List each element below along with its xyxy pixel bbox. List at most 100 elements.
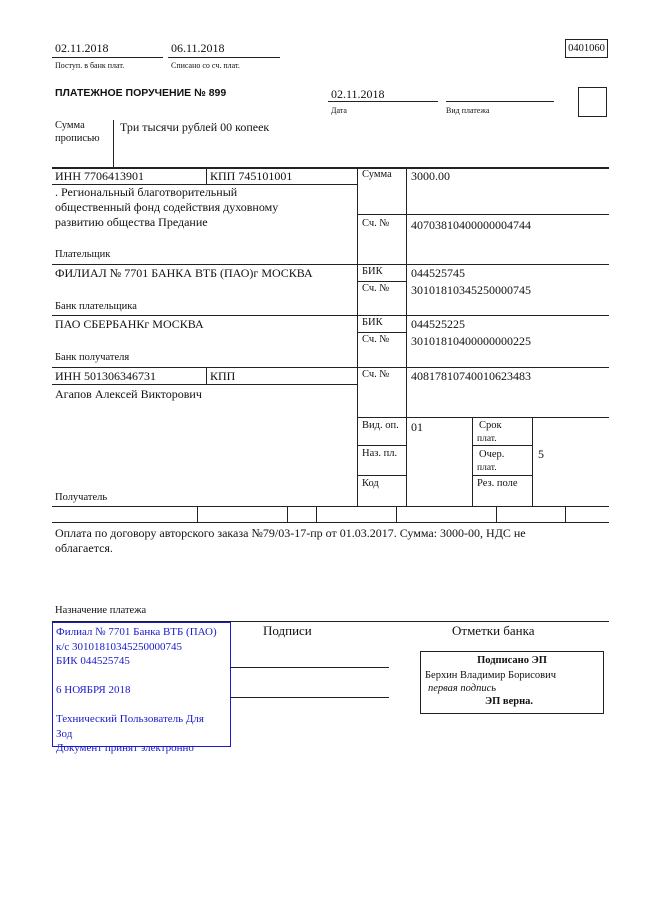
payer-bank-account-label: Сч. № <box>362 283 390 294</box>
bank-stamp: Филиал № 7701 Банка ВТБ (ПАО) к/с 301018… <box>52 622 231 754</box>
divider <box>357 214 609 215</box>
term-label-2: плат. <box>477 434 497 444</box>
divider <box>406 167 407 506</box>
divider <box>472 417 473 506</box>
amount-value: 3000.00 <box>411 169 450 183</box>
payee-kpp: КПП <box>210 369 236 383</box>
divider <box>357 367 609 368</box>
payee-account: 40817810740010623483 <box>411 369 531 383</box>
order-date: 02.11.2018 <box>331 87 385 101</box>
term-label: Срок <box>479 420 502 431</box>
payer-bank-bik-label: БИК <box>362 266 383 277</box>
payee-bank-name: ПАО СБЕРБАНКг МОСКВА <box>55 317 204 331</box>
purpose-label: Назначение платежа <box>55 605 147 616</box>
payee-account-label: Сч. № <box>362 369 390 380</box>
signed-label: Подписано ЭП <box>477 655 547 666</box>
payer-inn: ИНН 7706413901 <box>55 169 144 183</box>
stamp-line: Технический Пользователь Для <box>56 713 204 725</box>
payee-label: Получатель <box>55 492 108 503</box>
payer-account-label: Сч. № <box>362 218 390 229</box>
priority-value: 5 <box>538 447 544 461</box>
divider <box>113 120 114 167</box>
divider <box>472 445 532 446</box>
stamp-line: Документ принят электронно <box>56 742 194 754</box>
signature-line <box>230 697 389 698</box>
divider <box>396 506 397 522</box>
payer-name-line: . Региональный благотворительный <box>55 185 238 199</box>
payee-bank-bik-label: БИК <box>362 317 383 328</box>
payer-name-line: общественный фонд содействия духовному <box>55 200 279 214</box>
payee-name: Агапов Алексей Викторович <box>55 387 202 401</box>
divider <box>52 315 609 316</box>
divider <box>357 475 406 476</box>
divider <box>52 184 357 185</box>
divider <box>287 506 288 522</box>
purpose-line: Оплата по договору авторского заказа №79… <box>55 526 526 540</box>
payer-bank-name: ФИЛИАЛ № 7701 БАНКА ВТБ (ПАО)г МОСКВА <box>55 266 313 280</box>
signer-name: Берхин Владимир Борисович <box>425 670 556 681</box>
divider <box>357 332 406 333</box>
divider <box>206 167 207 184</box>
divider <box>357 281 406 282</box>
received-date: 02.11.2018 <box>55 41 109 55</box>
divider <box>446 101 554 102</box>
stamp-line <box>56 698 230 713</box>
payer-account: 40703810400000004744 <box>411 218 531 232</box>
code-label: Код <box>362 478 379 489</box>
divider <box>52 522 609 523</box>
divider <box>357 167 358 506</box>
divider <box>168 57 280 58</box>
stamp-line <box>56 669 230 684</box>
divider <box>52 384 357 385</box>
signature-verified: ЭП верна. <box>485 696 534 707</box>
purpose-code-label: Наз. пл. <box>362 448 398 459</box>
signer-role: первая подпись <box>428 683 497 694</box>
divider <box>52 264 609 265</box>
payee-bank-label: Банк получателя <box>55 352 130 363</box>
divider <box>52 367 357 368</box>
priority-label: Очер. <box>479 449 505 460</box>
amount-words: Три тысячи рублей 00 копеек <box>120 120 270 134</box>
payer-bank-label: Банк плательщика <box>55 301 137 312</box>
amount-label: Сумма <box>362 169 392 180</box>
priority-label-2: плат. <box>477 463 497 473</box>
divider <box>532 417 533 506</box>
signature-line <box>230 667 389 668</box>
divider <box>52 167 609 169</box>
payer-name-line: развитию общества Предание <box>55 215 208 229</box>
purpose-line: облагается. <box>55 541 113 555</box>
signatures-label: Подписи <box>263 623 312 638</box>
stamp-line: БИК 044525745 <box>56 655 130 667</box>
stamp-line: 6 НОЯБРЯ 2018 <box>56 684 131 696</box>
stamp-line: Филиал № 7701 Банка ВТБ (ПАО) <box>56 626 217 638</box>
reserve-label: Рез. поле <box>477 478 518 489</box>
divider <box>496 506 497 522</box>
e-signature-box: Подписано ЭП Берхин Владимир Борисович п… <box>420 651 604 714</box>
divider <box>197 506 198 522</box>
divider <box>52 621 609 622</box>
payee-bank-account-label: Сч. № <box>362 334 390 345</box>
payee-bank-bik: 044525225 <box>411 317 465 331</box>
divider <box>472 475 532 476</box>
op-type-label: Вид. оп. <box>362 420 399 431</box>
stamp-line: Зод <box>56 727 73 740</box>
received-label: Поступ. в банк плат. <box>55 61 125 70</box>
divider <box>357 445 406 446</box>
payee-bank-account: 30101810400000000225 <box>411 334 531 348</box>
divider <box>206 367 207 384</box>
amount-words-label-2: прописью <box>55 133 100 144</box>
status-box <box>578 87 607 117</box>
payer-kpp: КПП 745101001 <box>210 169 293 183</box>
payee-inn: ИНН 501306346731 <box>55 369 156 383</box>
payer-bank-bik: 044525745 <box>411 266 465 280</box>
amount-words-label: Сумма <box>55 120 85 131</box>
op-type: 01 <box>411 420 423 434</box>
bank-marks-label: Отметки банка <box>452 623 535 638</box>
form-code: 0401060 <box>565 39 608 58</box>
payment-type-label: Вид платежа <box>446 106 490 115</box>
divider <box>52 506 609 507</box>
divider <box>357 417 609 418</box>
payer-bank-account: 30101810345250000745 <box>411 283 531 297</box>
debited-label: Списано со сч. плат. <box>171 61 240 70</box>
